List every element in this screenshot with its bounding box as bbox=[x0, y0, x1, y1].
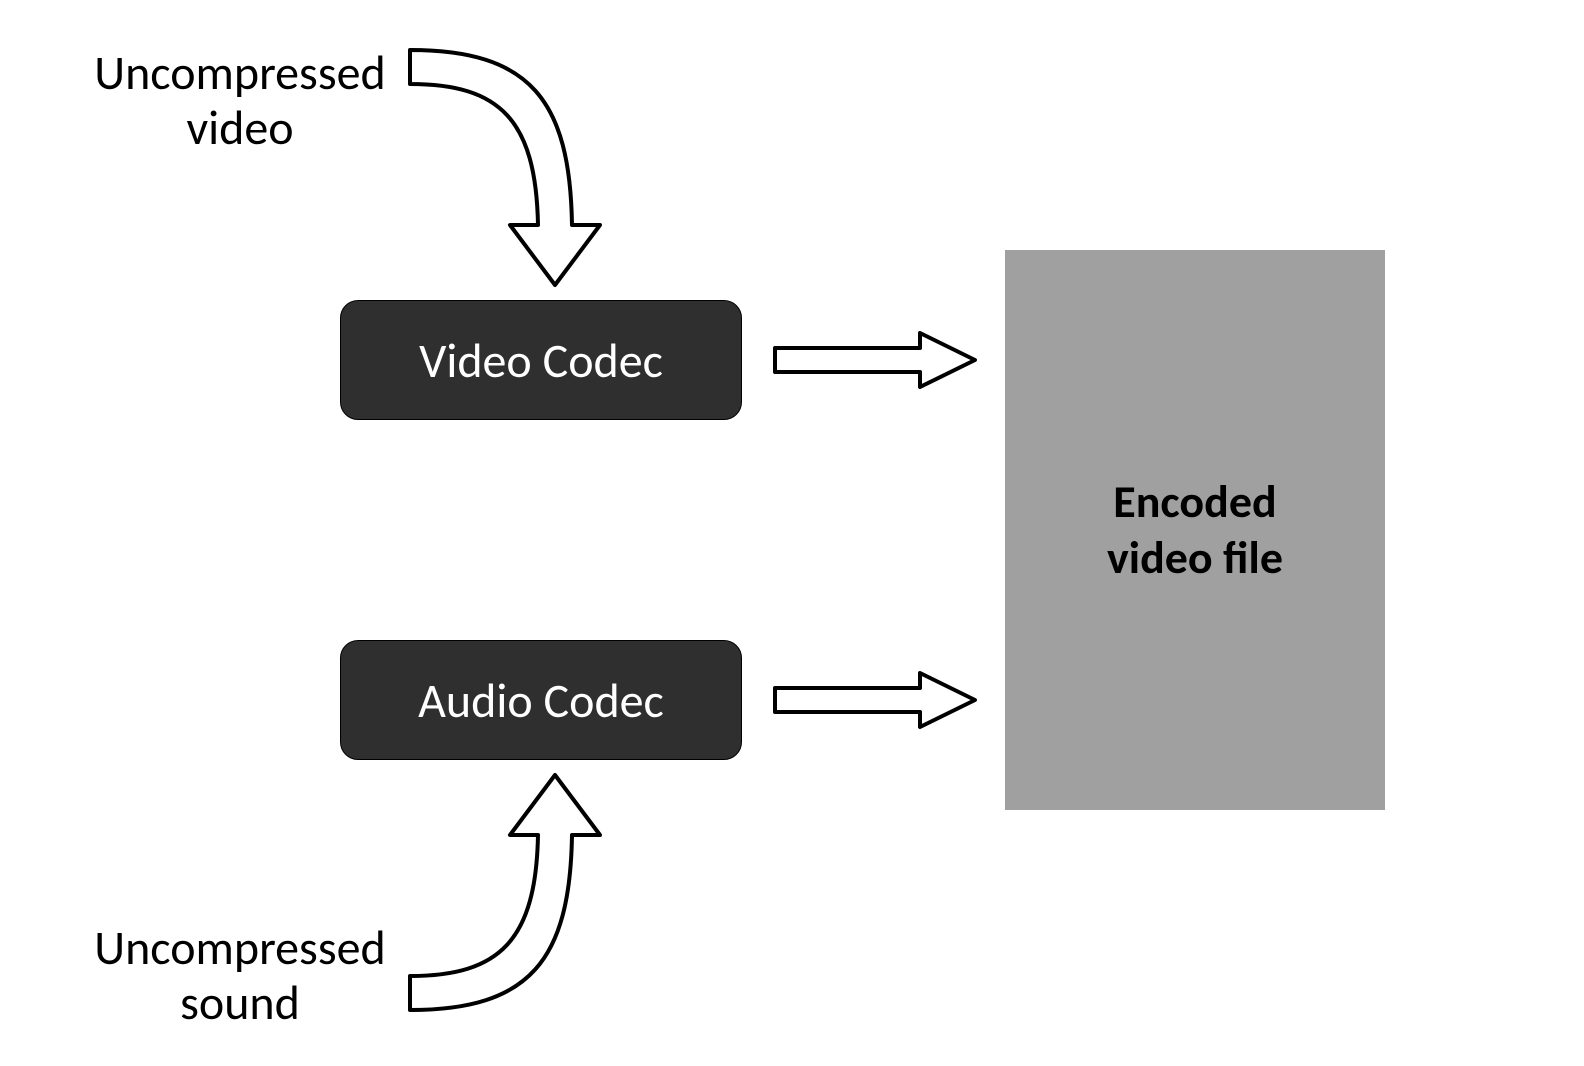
uncompressed-sound-line2: sound bbox=[180, 973, 300, 1032]
uncompressed-sound-line1: Uncompressed bbox=[94, 918, 385, 977]
arrow-video-to-output-icon bbox=[770, 330, 980, 390]
diagram-canvas: Uncompressed video Video Codec Audio Cod… bbox=[0, 0, 1584, 1066]
audio-codec-box: Audio Codec bbox=[340, 640, 742, 760]
encoded-line2: video file bbox=[1107, 530, 1283, 586]
encoded-output-box: Encoded video file bbox=[1005, 250, 1385, 810]
arrow-audio-to-output-icon bbox=[770, 670, 980, 730]
encoded-line1: Encoded bbox=[1113, 474, 1276, 530]
audio-codec-label: Audio Codec bbox=[418, 671, 664, 730]
uncompressed-video-line1: Uncompressed bbox=[94, 43, 385, 102]
uncompressed-sound-label: Uncompressed sound bbox=[50, 920, 430, 1030]
arrow-uncompressed-video-icon bbox=[400, 40, 660, 300]
video-codec-box: Video Codec bbox=[340, 300, 742, 420]
encoded-output-label: Encoded video file bbox=[1107, 474, 1283, 586]
arrow-uncompressed-sound-icon bbox=[400, 760, 660, 1020]
uncompressed-video-line2: video bbox=[186, 98, 293, 157]
uncompressed-video-label: Uncompressed video bbox=[50, 45, 430, 155]
video-codec-label: Video Codec bbox=[419, 331, 663, 390]
